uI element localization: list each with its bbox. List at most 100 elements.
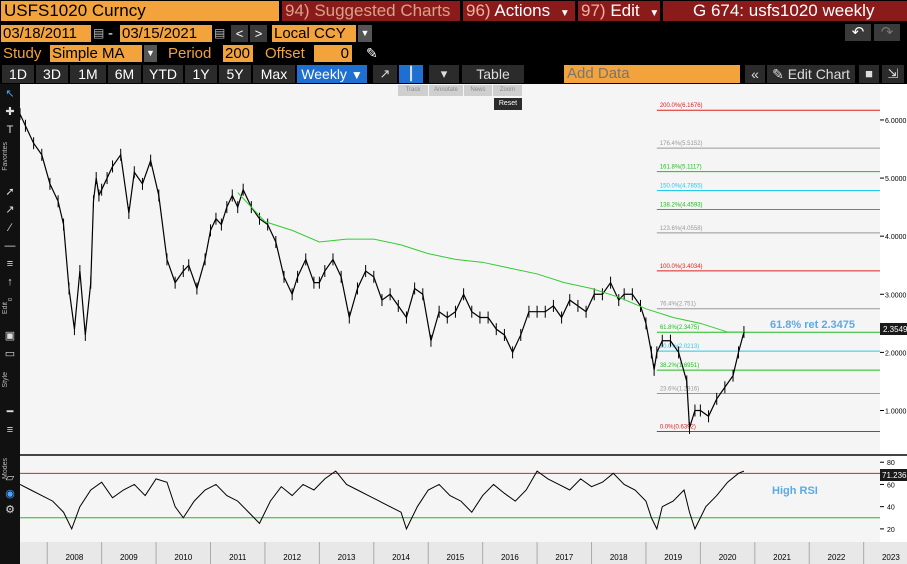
range-3d[interactable]: 3D: [36, 65, 68, 83]
text-tool-icon[interactable]: T: [6, 124, 14, 136]
rectangle-icon[interactable]: ▫: [8, 294, 12, 306]
fib-label: 161.8%(5.1117): [660, 165, 702, 171]
horizontal-line-icon[interactable]: —: [4, 240, 16, 252]
offset-input[interactable]: 0: [314, 45, 352, 62]
rsi-y-tick-label: 20: [887, 527, 895, 534]
actions-caret-icon: ▼: [559, 8, 570, 19]
line-chart-icon[interactable]: ↗: [373, 65, 397, 83]
actions-num: 96): [466, 1, 491, 20]
edit-caret-icon: ▼: [649, 8, 660, 19]
x-tick-label: 2009: [120, 553, 138, 562]
line-style-icon[interactable]: ━: [6, 406, 14, 418]
ray-icon[interactable]: ➚: [5, 186, 15, 198]
header-bar: USFS1020 Curncy 94) Suggested Charts 96)…: [0, 0, 907, 23]
fib-label: 100.0%(3.4034): [660, 264, 703, 270]
x-tick-label: 2017: [555, 553, 573, 562]
fib-annotation: 61.8% ret 2.3475: [770, 319, 855, 331]
currency-select[interactable]: Local CCY: [272, 25, 356, 42]
fib-label: 0.0%(0.6392): [660, 424, 696, 430]
trash-icon[interactable]: ▣: [4, 330, 16, 342]
edit-menu[interactable]: 97) Edit ▼: [578, 1, 660, 21]
range-max[interactable]: Max: [253, 65, 295, 83]
study-label: Study: [3, 45, 42, 62]
crosshair-icon[interactable]: ✚: [5, 106, 15, 118]
suggested-charts-button[interactable]: 94) Suggested Charts: [282, 1, 460, 21]
arrow-up-icon[interactable]: ↑: [7, 276, 13, 288]
x-tick-label: 2013: [338, 553, 356, 562]
mode-icon-2[interactable]: ◉: [5, 488, 15, 500]
range-1m[interactable]: 1M: [70, 65, 106, 83]
eraser-icon[interactable]: ▭: [4, 348, 16, 360]
chart-area[interactable]: 2008 2009 2010 2011 2012 2013 2014 2015 2016 2017…: [20, 84, 907, 564]
frequency-select[interactable]: Weekly ▼: [297, 65, 367, 83]
edit-label: Edit: [610, 1, 640, 20]
security-label: USFS1020 Curncy: [4, 1, 146, 20]
reset-button[interactable]: Reset: [494, 98, 522, 110]
price-line: [20, 113, 745, 429]
prev-period-button[interactable]: <: [231, 25, 248, 42]
line-weight-icon[interactable]: ≡: [6, 424, 14, 436]
y-tick-label: 2.0000: [885, 350, 907, 357]
chart-settings-icon[interactable]: ■: [859, 65, 879, 83]
price-axis-bg: [880, 84, 907, 454]
channel-icon[interactable]: ∕: [9, 222, 11, 234]
popup-zoom[interactable]: Zoom: [493, 85, 522, 96]
popup-annotate[interactable]: Annotate: [429, 85, 463, 96]
bar-chart-icon[interactable]: ┃: [399, 65, 423, 83]
pointer-icon[interactable]: ↖: [5, 88, 15, 100]
security-field[interactable]: USFS1020 Curncy: [1, 1, 279, 21]
start-calendar-icon[interactable]: ▤: [93, 26, 105, 40]
popup-track[interactable]: Track: [398, 85, 428, 96]
expand-icon[interactable]: ⇲: [882, 65, 904, 83]
fib-tool-icon[interactable]: ≡: [6, 258, 14, 270]
end-date-field[interactable]: 03/15/2021: [120, 25, 212, 42]
undo-icon[interactable]: ↶: [845, 24, 871, 41]
start-date-field[interactable]: 03/18/2011: [1, 25, 91, 42]
mode-icon-1[interactable]: ▱: [5, 472, 15, 484]
y-tick-label: 3.0000: [885, 292, 907, 299]
x-tick-label: 2022: [828, 553, 846, 562]
rsi-line: [20, 470, 745, 531]
fib-label: 138.2%(4.4593): [660, 202, 703, 208]
fib-label: 38.2%(1.6951): [660, 363, 699, 369]
fib-label: 50.0%(2.0213): [660, 344, 699, 350]
suggested-num: 94): [285, 1, 310, 20]
popup-news[interactable]: News: [464, 85, 492, 96]
suggested-label: Suggested Charts: [314, 1, 451, 20]
table-button[interactable]: Table: [462, 65, 524, 83]
fib-label: 76.4%(2.751): [660, 302, 696, 308]
trendline-icon[interactable]: ↗: [5, 204, 15, 216]
x-tick-label: 2018: [610, 553, 628, 562]
range-ytd[interactable]: YTD: [143, 65, 183, 83]
range-1y[interactable]: 1Y: [185, 65, 217, 83]
frequency-dropdown-icon: ▼: [350, 68, 363, 82]
chart-type-dropdown-icon[interactable]: ▾: [429, 65, 459, 83]
settings-gear-icon[interactable]: ⚙: [5, 504, 15, 516]
edit-chart-button[interactable]: ✎ Edit Chart: [767, 65, 855, 83]
last-price-tag-bg: [880, 323, 907, 335]
range-5y[interactable]: 5Y: [219, 65, 251, 83]
range-6m[interactable]: 6M: [108, 65, 141, 83]
currency-dropdown-icon[interactable]: ▼: [358, 25, 372, 42]
redo-icon[interactable]: ↷: [874, 24, 900, 41]
pencil-icon[interactable]: ✎: [366, 45, 378, 61]
edit-chart-pencil-icon: ✎: [772, 66, 784, 82]
frequency-label: Weekly: [301, 66, 347, 82]
add-data-input[interactable]: [564, 65, 740, 83]
edit-chart-label: Edit Chart: [787, 66, 850, 82]
x-tick-label: 2023: [882, 553, 900, 562]
collapse-icon[interactable]: «: [745, 65, 765, 83]
next-period-button[interactable]: >: [250, 25, 267, 42]
end-calendar-icon[interactable]: ▤: [214, 26, 226, 40]
actions-menu[interactable]: 96) Actions ▼: [463, 1, 575, 21]
fib-levels: 200.0%(6.1676) 176.4%(5.5152) 161.8%(5.111…: [656, 103, 880, 432]
x-axis: 2008 2009 2010 2011 2012 2013 2014 2015 2016 2017…: [46, 542, 900, 564]
period-label: Period: [168, 45, 212, 62]
edit-section-label: Edit: [2, 302, 9, 315]
favorites-label: Favorites: [2, 142, 9, 171]
study-select[interactable]: Simple MA: [50, 45, 142, 62]
study-dropdown-icon[interactable]: ▼: [144, 45, 157, 62]
period-input[interactable]: 200: [223, 45, 253, 62]
range-1d[interactable]: 1D: [2, 65, 34, 83]
x-tick-label: 2011: [229, 553, 247, 562]
